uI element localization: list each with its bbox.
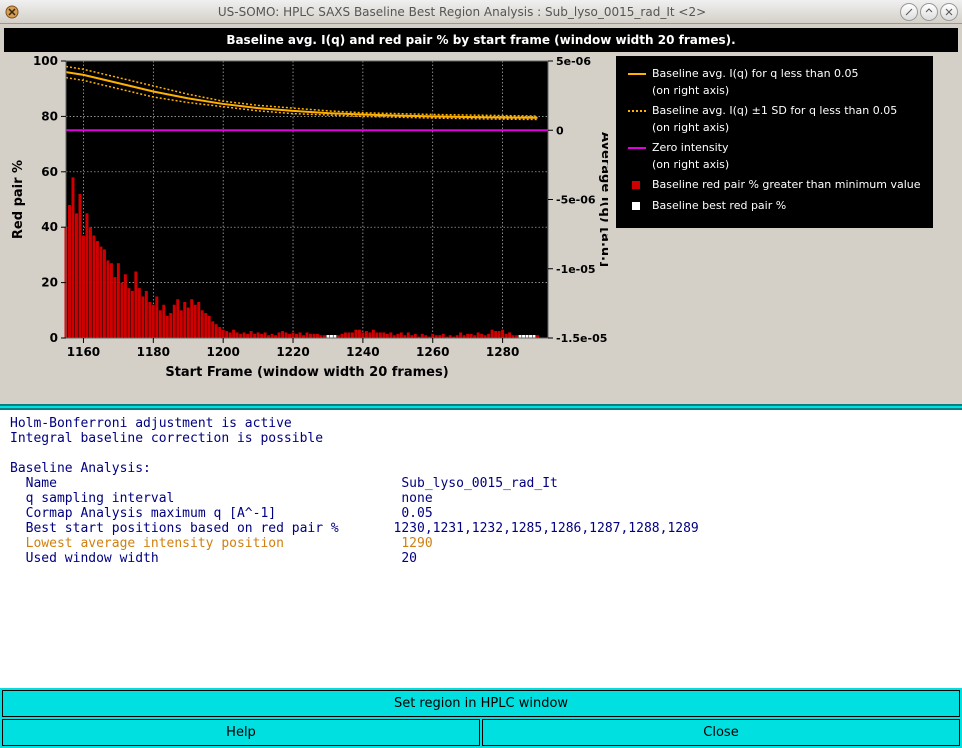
- minimize-button[interactable]: [900, 3, 918, 21]
- legend-label: Baseline best red pair %: [652, 198, 921, 215]
- svg-text:Red pair %: Red pair %: [11, 160, 26, 239]
- window-titlebar: US-SOMO: HPLC SAXS Baseline Best Region …: [0, 0, 962, 24]
- app-icon: [4, 4, 20, 20]
- legend-item: Baseline avg. I(q) ±1 SD for q less than…: [628, 103, 921, 136]
- svg-text:1180: 1180: [137, 345, 170, 359]
- legend-swatch: [628, 179, 646, 191]
- analysis-text-panel[interactable]: Holm-Bonferroni adjustment is activeInte…: [0, 410, 962, 688]
- legend-label: Baseline avg. I(q) ±1 SD for q less than…: [652, 103, 921, 136]
- svg-text:20: 20: [41, 276, 58, 290]
- help-button[interactable]: Help: [2, 719, 480, 746]
- legend-item: Baseline red pair % greater than minimum…: [628, 177, 921, 194]
- legend-swatch: [628, 142, 646, 154]
- window-title: US-SOMO: HPLC SAXS Baseline Best Region …: [24, 5, 900, 19]
- svg-text:1160: 1160: [67, 345, 100, 359]
- svg-text:0: 0: [556, 124, 564, 137]
- analysis-line: Name Sub_lyso_0015_rad_It: [10, 476, 952, 491]
- analysis-line: Used window width 20: [10, 551, 952, 566]
- svg-text:40: 40: [41, 220, 58, 234]
- svg-text:Start Frame (window width 20 f: Start Frame (window width 20 frames): [165, 365, 448, 380]
- close-panel-button[interactable]: Close: [482, 719, 960, 746]
- svg-text:1220: 1220: [276, 345, 309, 359]
- svg-text:100: 100: [33, 56, 58, 68]
- analysis-line: Lowest average intensity position 1290: [10, 536, 952, 551]
- svg-text:80: 80: [41, 109, 58, 123]
- svg-text:0: 0: [50, 331, 58, 345]
- legend-swatch: [628, 105, 646, 117]
- legend-swatch: [628, 200, 646, 212]
- legend-label: Baseline red pair % greater than minimum…: [652, 177, 921, 194]
- svg-text:1260: 1260: [416, 345, 449, 359]
- analysis-line: Best start positions based on red pair %…: [10, 521, 952, 536]
- chart-plot-area[interactable]: 1160 1180 1200 1220 1240 1260 1280 0 20 40 60 80 100…: [8, 56, 608, 386]
- legend-label: Baseline avg. I(q) for q less than 0.05(…: [652, 66, 921, 99]
- legend-swatch: [628, 68, 646, 80]
- analysis-line: Cormap Analysis maximum q [A^-1] 0.05: [10, 506, 952, 521]
- window-controls: [900, 3, 958, 21]
- analysis-line: Holm-Bonferroni adjustment is active: [10, 416, 952, 431]
- set-region-button[interactable]: Set region in HPLC window: [2, 690, 960, 717]
- analysis-line: [10, 446, 952, 461]
- button-panel: Set region in HPLC window Help Close: [0, 688, 962, 748]
- analysis-line: q sampling interval none: [10, 491, 952, 506]
- svg-text:Average I(q) [a.u.]: Average I(q) [a.u.]: [598, 132, 608, 267]
- main-container: Baseline avg. I(q) and red pair % by sta…: [0, 24, 962, 748]
- chart-panel: Baseline avg. I(q) and red pair % by sta…: [0, 24, 962, 404]
- chart-svg: 1160 1180 1200 1220 1240 1260 1280 0 20 40 60 80 100…: [8, 56, 608, 386]
- legend-item: Baseline avg. I(q) for q less than 0.05(…: [628, 66, 921, 99]
- close-button[interactable]: [940, 3, 958, 21]
- svg-text:-5e-06: -5e-06: [556, 194, 596, 207]
- svg-text:-1.5e-05: -1.5e-05: [556, 332, 607, 345]
- svg-text:-1e-05: -1e-05: [556, 263, 596, 276]
- chart-title: Baseline avg. I(q) and red pair % by sta…: [4, 28, 958, 52]
- svg-text:5e-06: 5e-06: [556, 56, 591, 68]
- svg-text:1200: 1200: [206, 345, 239, 359]
- legend-label: Zero intensity(on right axis): [652, 140, 921, 173]
- svg-text:1240: 1240: [346, 345, 379, 359]
- chart-legend: Baseline avg. I(q) for q less than 0.05(…: [616, 56, 933, 228]
- legend-item: Zero intensity(on right axis): [628, 140, 921, 173]
- svg-text:60: 60: [41, 165, 58, 179]
- analysis-line: Baseline Analysis:: [10, 461, 952, 476]
- analysis-line: Integral baseline correction is possible: [10, 431, 952, 446]
- legend-item: Baseline best red pair %: [628, 198, 921, 215]
- maximize-button[interactable]: [920, 3, 938, 21]
- svg-text:1280: 1280: [486, 345, 519, 359]
